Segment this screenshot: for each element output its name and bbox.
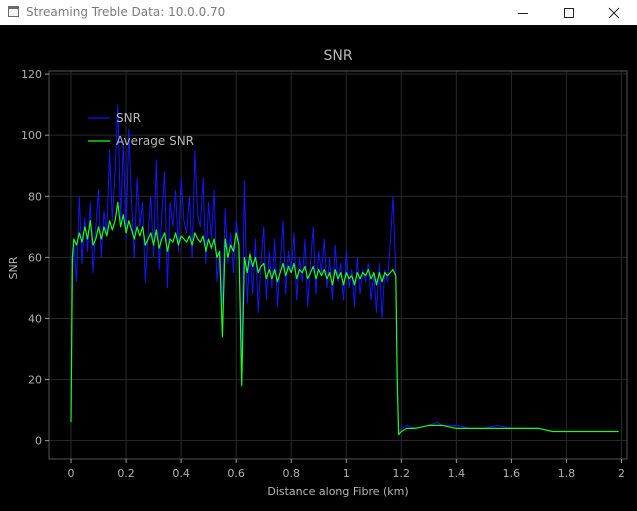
x-tick-label: 2 bbox=[618, 467, 625, 480]
y-tick-label: 100 bbox=[21, 129, 42, 142]
y-tick-label: 60 bbox=[28, 251, 42, 264]
plot-frame bbox=[48, 70, 628, 460]
y-tick-label: 120 bbox=[21, 68, 42, 81]
legend-label-snr: SNR bbox=[116, 111, 141, 125]
y-axis-label: SNR bbox=[7, 256, 20, 279]
x-tick-label: 0 bbox=[68, 467, 75, 480]
x-tick-label: 1.6 bbox=[503, 467, 521, 480]
series-line-average-snr bbox=[70, 201, 619, 436]
y-tick-label: 40 bbox=[28, 312, 42, 325]
legend: SNR Average SNR bbox=[88, 111, 194, 148]
close-button[interactable] bbox=[591, 0, 637, 25]
y-tick-label: 20 bbox=[28, 374, 42, 387]
maximize-button[interactable] bbox=[546, 0, 592, 25]
x-axis-label: Distance along Fibre (km) bbox=[267, 485, 408, 498]
minimize-button[interactable] bbox=[500, 0, 546, 25]
window-app-icon bbox=[8, 6, 19, 17]
chart-title: SNR bbox=[323, 48, 352, 64]
grid-lines bbox=[49, 71, 627, 459]
x-tick-label: 0.2 bbox=[117, 467, 135, 480]
y-axis: 0 20 40 60 80 100 120 bbox=[21, 68, 49, 448]
series-line-snr bbox=[70, 104, 619, 432]
x-tick-label: 1.4 bbox=[448, 467, 466, 480]
x-tick-label: 1.2 bbox=[393, 467, 411, 480]
x-tick-label: 0.8 bbox=[282, 467, 300, 480]
close-icon bbox=[608, 7, 620, 18]
series-layer bbox=[70, 104, 619, 436]
minimize-icon bbox=[518, 12, 528, 14]
y-tick-label: 80 bbox=[28, 190, 42, 203]
window-title: Streaming Treble Data: 10.0.0.70 bbox=[26, 5, 226, 19]
y-tick-label: 0 bbox=[35, 435, 42, 448]
legend-label-average-snr: Average SNR bbox=[116, 134, 194, 148]
maximize-icon bbox=[564, 7, 574, 18]
x-tick-label: 1 bbox=[343, 467, 350, 480]
window-titlebar[interactable]: Streaming Treble Data: 10.0.0.70 bbox=[0, 0, 637, 25]
x-axis: 0 0.2 0.4 0.6 0.8 1 1.2 1.4 1.6 1.8 2 bbox=[68, 459, 625, 480]
plot-area[interactable]: 0 20 40 60 80 100 120 0 0.2 0.4 0.6 0.8 1 1.2 1.4 1.6 1… bbox=[0, 25, 637, 507]
snr-chart[interactable]: 0 20 40 60 80 100 120 0 0.2 0.4 0.6 0.8 1 1.2 1.4 1.6 1… bbox=[0, 25, 637, 507]
x-tick-label: 0.6 bbox=[227, 467, 245, 480]
x-tick-label: 1.8 bbox=[558, 467, 576, 480]
x-tick-label: 0.4 bbox=[172, 467, 190, 480]
